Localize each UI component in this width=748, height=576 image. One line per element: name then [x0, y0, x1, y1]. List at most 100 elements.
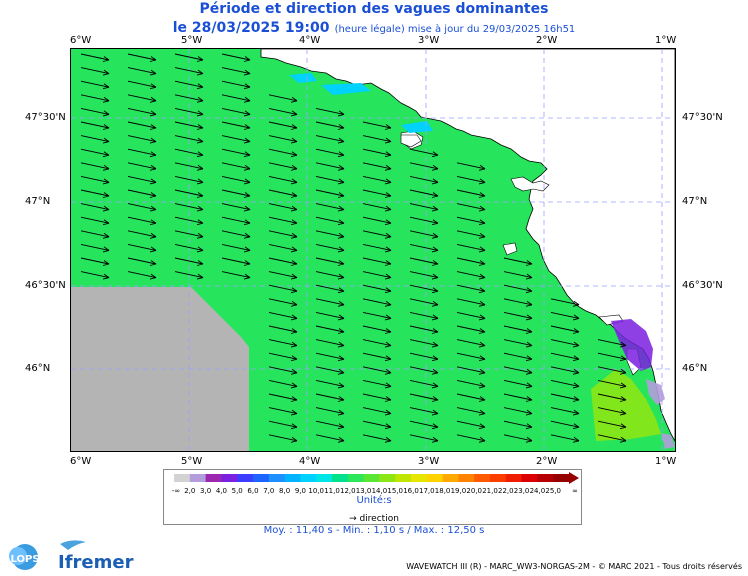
direction-arrow	[503, 311, 533, 321]
direction-arrow	[127, 189, 157, 198]
wave-map[interactable]	[70, 48, 676, 452]
direction-arrow	[80, 162, 110, 171]
graticule	[71, 49, 675, 451]
direction-arrow	[315, 216, 345, 226]
direction-arrow	[174, 148, 204, 158]
direction-arrow	[550, 298, 580, 307]
lops-logo: LOPS	[4, 542, 46, 576]
direction-arrow	[362, 230, 392, 239]
direction-arrow	[456, 162, 486, 171]
direction-arrow	[409, 216, 439, 226]
direction-arrow	[315, 189, 345, 198]
direction-arrow	[268, 175, 298, 185]
direction-arrow	[127, 67, 157, 76]
legend-tick-label: 11,0	[324, 487, 340, 495]
legend-swatch	[379, 474, 396, 482]
legend-tick-label: 2,0	[184, 487, 195, 495]
direction-arrow	[550, 352, 580, 362]
nodata-area	[71, 287, 249, 451]
direction-arrow	[127, 257, 157, 266]
direction-arrow	[503, 325, 533, 334]
wave-map-canvas	[71, 49, 675, 451]
direction-arrow	[503, 339, 533, 348]
direction-arrow	[315, 243, 345, 253]
legend-colorbar: -∞ 2,0 3,0 4,0 5,0 6,0 7,0 8,0 9,0 10,0 11,0 12,0 13…	[172, 472, 579, 495]
lat-tick-left-4730: 47°30'N	[25, 112, 66, 123]
direction-arrow	[174, 257, 204, 266]
legend-swatch	[268, 474, 286, 482]
direction-arrow	[268, 352, 298, 362]
legend-swatch	[505, 474, 523, 482]
lops-logo-text: LOPS	[10, 554, 39, 565]
direction-arrow	[315, 107, 345, 117]
legend-swatch	[205, 474, 222, 482]
legend-swatch	[490, 474, 507, 482]
direction-arrow	[80, 243, 110, 253]
direction-arrow	[268, 148, 298, 158]
direction-arrow	[268, 325, 298, 334]
direction-arrow	[221, 271, 251, 280]
direction-arrow	[221, 189, 251, 198]
legend-swatch	[237, 474, 254, 482]
lon-tick-bottom-1w: 1°W	[655, 456, 677, 467]
direction-arrow	[268, 107, 298, 117]
legend-direction: → direction	[0, 514, 748, 524]
direction-arrow	[456, 325, 486, 334]
legend-swatch	[363, 474, 380, 482]
direction-arrow	[550, 311, 580, 321]
direction-arrow	[315, 298, 345, 307]
legend-tick-label: 12,0	[340, 487, 356, 495]
direction-arrow	[268, 298, 298, 307]
direction-arrow	[315, 379, 345, 389]
low-period-patch-south	[661, 433, 675, 449]
direction-arrow	[80, 107, 110, 117]
direction-arrow	[456, 203, 486, 212]
legend-tick-label: 4,0	[216, 487, 227, 495]
direction-arrow	[127, 230, 157, 239]
direction-arrow	[221, 148, 251, 158]
direction-arrow	[268, 257, 298, 266]
direction-arrow	[503, 379, 533, 389]
direction-arrow	[80, 175, 110, 185]
direction-arrow	[362, 325, 392, 334]
direction-arrow	[315, 162, 345, 171]
direction-arrow	[174, 162, 204, 171]
direction-arrow	[268, 230, 298, 239]
direction-arrow	[456, 393, 486, 402]
direction-arrow	[80, 216, 110, 226]
direction-arrow	[174, 230, 204, 239]
direction-arrow	[456, 257, 486, 266]
direction-arrow	[503, 284, 533, 294]
direction-arrow	[409, 434, 439, 443]
lon-tick-top-5w: 5°W	[181, 35, 203, 46]
direction-arrow	[362, 257, 392, 266]
direction-arrow	[174, 94, 204, 103]
credits: WAVEWATCH III (R) - MARC_WW3-NORGAS-2M -…	[406, 562, 742, 571]
legend-tick-label: 6,0	[247, 487, 258, 495]
direction-arrow	[268, 162, 298, 171]
direction-arrow	[409, 407, 439, 416]
lon-tick-bottom-3w: 3°W	[418, 456, 440, 467]
legend-direction-label: direction	[359, 514, 399, 524]
direction-arrow	[362, 284, 392, 294]
direction-arrow	[456, 366, 486, 375]
direction-arrow	[221, 203, 251, 212]
lat-tick-right-47: 47°N	[682, 196, 708, 207]
direction-arrow	[550, 434, 580, 443]
legend-swatch	[284, 474, 301, 482]
direction-arrow	[456, 352, 486, 362]
legend-swatch	[174, 474, 191, 482]
legend-tick-label: 3,0	[200, 487, 211, 495]
direction-arrow	[315, 393, 345, 402]
direction-arrow	[409, 257, 439, 266]
direction-arrow	[221, 162, 251, 171]
direction-arrow	[362, 216, 392, 226]
legend-tick-label: 25,0	[545, 487, 561, 495]
legend-tick-label: 21,0	[482, 487, 498, 495]
legend-tick-label: 18,0	[435, 487, 451, 495]
direction-arrow	[315, 434, 345, 443]
direction-arrows	[80, 53, 627, 443]
direction-arrow	[127, 162, 157, 171]
lon-tick-bottom-5w: 5°W	[181, 456, 203, 467]
direction-arrow	[80, 135, 110, 144]
